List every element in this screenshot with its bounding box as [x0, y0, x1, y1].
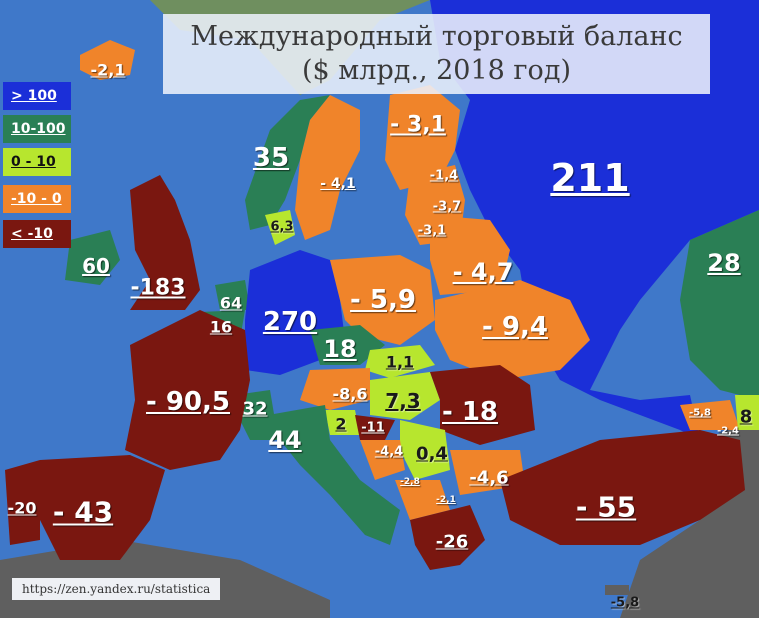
value-azerbaijan: 8	[739, 406, 753, 428]
portugal-region	[5, 460, 40, 545]
value-bulgaria: -4,6	[469, 467, 509, 489]
georgia-region	[680, 400, 740, 430]
legend-item-neg-10-0: -10 - 0	[3, 185, 71, 213]
value-slovakia: 1,1	[385, 352, 415, 372]
poland-region	[330, 255, 435, 345]
value-bosnia: -4,4	[374, 444, 404, 460]
value-portugal: -20	[7, 498, 37, 518]
value-czech: 18	[323, 335, 357, 363]
value-denmark: 6,3	[270, 219, 294, 235]
value-belarus: - 4,7	[452, 258, 514, 286]
slovakia-region	[365, 345, 435, 378]
cyprus-region	[605, 585, 629, 595]
value-serbia: 0,4	[416, 443, 448, 465]
balkans-south-region	[395, 480, 450, 520]
value-armenia: -2,4	[717, 425, 739, 437]
austria-region	[300, 368, 370, 410]
finland-region	[385, 85, 460, 190]
denmark-region	[265, 210, 295, 245]
spain-region	[40, 455, 165, 560]
value-latvia: -3,7	[432, 199, 462, 215]
title-line-2: ($ млрд., 2018 год)	[302, 55, 571, 86]
ireland-region	[65, 230, 120, 285]
value-ukraine: - 9,4	[482, 312, 548, 342]
value-macedonia: -2,1	[436, 495, 456, 505]
value-georgia: -5,8	[689, 407, 711, 419]
iceland-region	[80, 40, 135, 80]
norway-region	[245, 95, 330, 230]
value-norway: 35	[252, 143, 290, 173]
netherlands-region	[215, 280, 250, 310]
bosnia-region	[360, 440, 405, 480]
legend-item-10-100: 10-100	[3, 115, 71, 143]
kazakhstan-region	[680, 210, 759, 400]
turkey-region	[500, 430, 745, 545]
france-region	[125, 310, 250, 470]
value-hungary: 7,3	[385, 389, 421, 413]
italy-region	[240, 405, 400, 545]
azerbaijan-region	[735, 395, 759, 430]
value-ireland: 60	[82, 254, 110, 278]
value-poland: - 5,9	[350, 285, 416, 315]
value-russia: 211	[550, 156, 630, 200]
value-montenegro: -2,8	[400, 477, 420, 487]
russia-region	[430, 0, 759, 440]
value-slovenia: 2	[335, 414, 347, 434]
value-croatia: -11	[361, 420, 385, 436]
value-kazakhstan: 28	[707, 249, 741, 277]
value-uk: -183	[130, 275, 186, 301]
croatia-region	[355, 415, 395, 440]
map-title: Международный торговый баланс ($ млрд., …	[163, 14, 710, 94]
value-finland: - 3,1	[390, 112, 446, 138]
value-france: - 90,5	[146, 387, 230, 417]
romania-region	[430, 365, 535, 445]
value-iceland: -2,1	[90, 60, 126, 80]
value-netherlands: 64	[219, 293, 243, 313]
value-estonia: -1,4	[429, 168, 459, 184]
czech-region	[310, 325, 385, 365]
value-germany: 270	[262, 307, 318, 337]
value-greece: -26	[435, 531, 469, 553]
value-romania: - 18	[441, 397, 499, 427]
value-austria: -8,6	[332, 384, 368, 404]
uk-region	[130, 175, 200, 310]
serbia-region	[400, 420, 450, 480]
hungary-region	[370, 372, 440, 420]
greece-region	[410, 505, 485, 570]
legend-item-lt-neg-10: < -10	[3, 220, 71, 248]
title-line-1: Международный торговый баланс	[190, 21, 683, 52]
value-switzerland: 32	[242, 398, 268, 420]
source-link[interactable]: https://zen.yandex.ru/statistica	[12, 578, 221, 600]
slovenia-region	[325, 410, 360, 435]
belarus-region	[430, 215, 510, 295]
value-italy: 44	[268, 426, 302, 454]
legend-item-gt-100: > 100	[3, 82, 71, 110]
sweden-region	[295, 95, 360, 240]
ukraine-region	[435, 280, 590, 380]
value-sweden: - 4,1	[320, 176, 356, 192]
value-belgium: 16	[209, 317, 233, 337]
value-turkey: - 55	[575, 490, 637, 524]
value-spain: - 43	[52, 495, 114, 529]
legend-item-0-10: 0 - 10	[3, 148, 71, 176]
value-lithuania: -3,1	[417, 223, 447, 239]
value-cyprus: -5,8	[610, 595, 640, 611]
